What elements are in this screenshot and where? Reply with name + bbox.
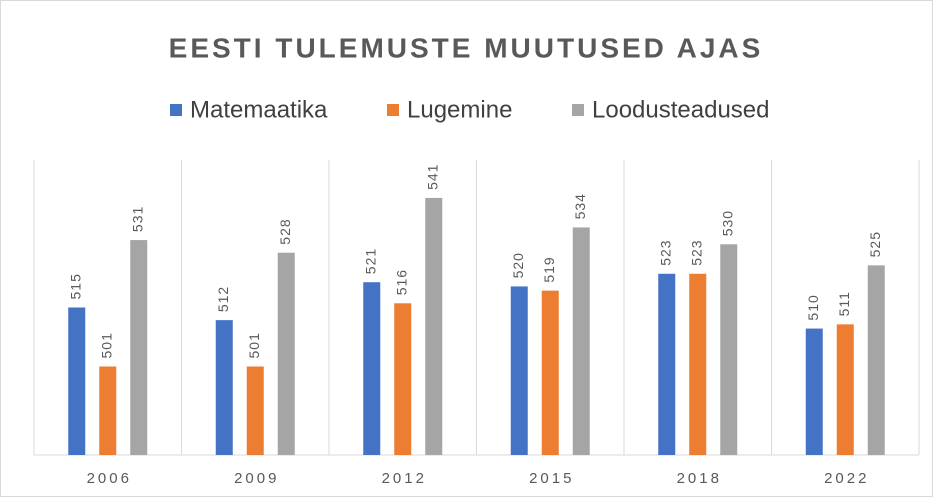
data-label: 512 (215, 286, 231, 312)
legend-label: Loodusteadused (592, 96, 770, 123)
data-label: 516 (393, 269, 409, 295)
bar (215, 320, 233, 455)
bar (541, 290, 559, 455)
data-label: 501 (246, 332, 262, 358)
bar (130, 240, 148, 455)
data-label: 531 (129, 206, 145, 232)
bar (805, 328, 823, 455)
x-tick-label: 2009 (234, 470, 279, 487)
data-label: 523 (657, 239, 673, 265)
data-label: 523 (688, 239, 704, 265)
legend-swatch (387, 104, 399, 116)
bar (363, 282, 381, 455)
data-label: 519 (541, 256, 557, 282)
data-label: 528 (277, 218, 293, 244)
bar (510, 286, 528, 455)
bar (68, 307, 86, 455)
x-tick-label: 2015 (529, 470, 574, 487)
bar (689, 273, 707, 455)
bar (720, 244, 738, 455)
data-label: 501 (98, 332, 114, 358)
data-label: 521 (362, 248, 378, 274)
chart-title: EESTI TULEMUSTE MUUTUSED AJAS (169, 32, 764, 63)
data-label: 510 (805, 294, 821, 320)
data-label: 534 (572, 193, 588, 219)
bar (867, 265, 885, 455)
legend-swatch (170, 104, 182, 116)
x-tick-label: 2022 (824, 470, 869, 487)
bar (246, 366, 264, 455)
bar (425, 197, 443, 455)
data-label: 511 (836, 291, 852, 316)
bar (658, 273, 676, 455)
bar (836, 324, 854, 455)
legend-swatch (572, 104, 584, 116)
bar (99, 366, 117, 455)
legend-label: Lugemine (407, 96, 512, 123)
data-label: 541 (424, 164, 440, 190)
x-tick-label: 2006 (87, 470, 132, 487)
data-label: 515 (67, 273, 83, 299)
bar (277, 252, 295, 455)
data-label: 520 (510, 252, 526, 278)
bar (394, 303, 412, 455)
data-label: 530 (719, 210, 735, 236)
bar (572, 227, 590, 455)
x-tick-label: 2012 (382, 470, 427, 487)
legend-label: Matemaatika (190, 96, 328, 123)
x-tick-label: 2018 (677, 470, 722, 487)
data-label: 525 (867, 231, 883, 257)
